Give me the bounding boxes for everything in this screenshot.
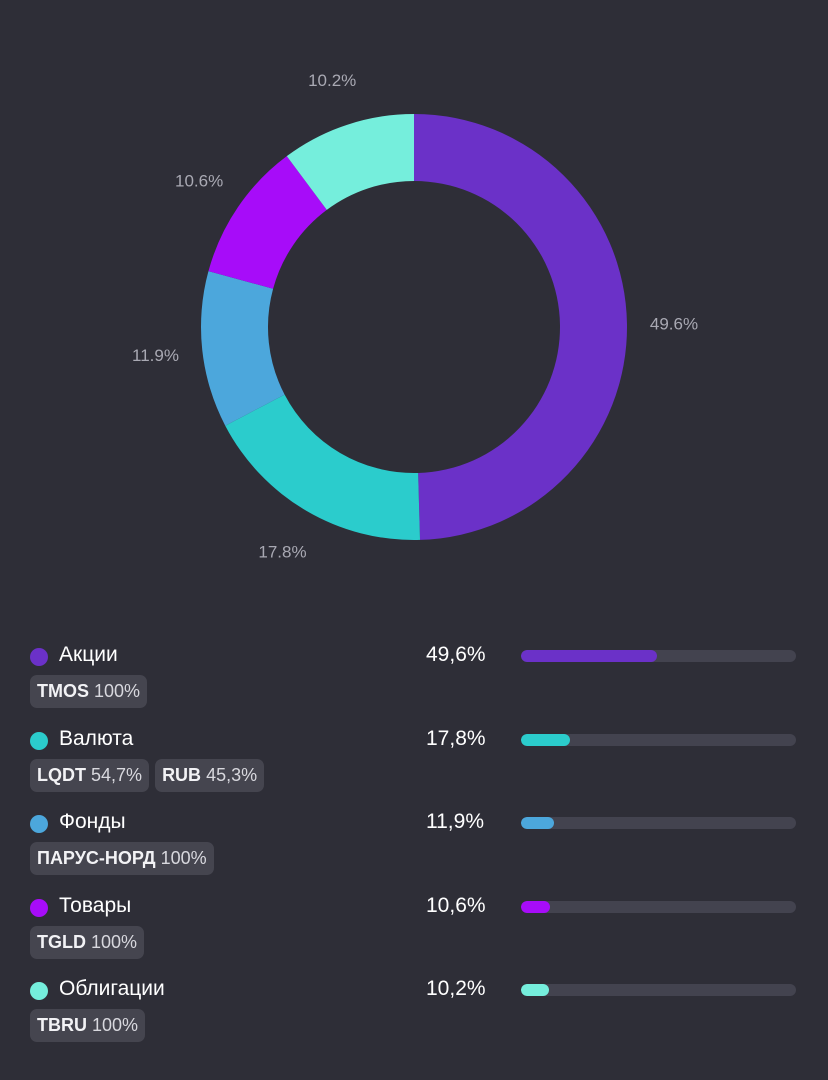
slice-label: 10.2%	[308, 71, 356, 90]
asset-ticker: ПАРУС-НОРД	[37, 848, 156, 868]
allocation-legend: Акции 49,6% TMOS 100% Валюта 17,8% LQDT 54,7%…	[30, 640, 796, 1058]
category-color-dot	[30, 731, 48, 750]
donut-slice-2[interactable]	[225, 394, 421, 540]
category-percent: 10,6%	[426, 893, 486, 917]
asset-tag[interactable]: RUB 45,3%	[155, 758, 265, 792]
category-color-dot	[30, 898, 48, 917]
asset-tags: ПАРУС-НОРД 100%	[30, 842, 214, 875]
category-color-dot	[30, 982, 48, 1000]
category-name: Фонды	[59, 810, 126, 833]
donut-slice-3[interactable]	[200, 271, 285, 426]
asset-ticker: TGLD	[37, 931, 86, 952]
asset-ticker: TMOS	[37, 681, 89, 701]
legend-row[interactable]: Товары 10,6% TGLD 100%	[30, 891, 796, 975]
asset-share: 100%	[160, 848, 207, 868]
asset-tag[interactable]: TGLD 100%	[30, 925, 145, 959]
asset-tag[interactable]: TMOS 100%	[30, 675, 148, 708]
category-progress-bar	[521, 817, 796, 829]
asset-tags: TBRU 100%	[30, 1009, 146, 1042]
asset-share: 100%	[91, 931, 138, 952]
donut-slice-4[interactable]	[208, 156, 327, 289]
category-name: Валюта	[59, 726, 134, 750]
asset-ticker: TBRU	[37, 1015, 87, 1035]
asset-ticker: LQDT	[37, 764, 86, 785]
asset-tags: LQDT 54,7% RUB 45,3%	[30, 758, 265, 792]
category-progress-bar	[521, 984, 796, 996]
category-name: Облигации	[59, 977, 165, 1000]
donut-svg: 49.6% 17.8% 11.9% 10.6% 10.2%	[132, 71, 698, 561]
category-color-dot	[30, 815, 48, 833]
category-percent: 11,9%	[426, 810, 484, 833]
donut-slice-1[interactable]	[414, 114, 628, 540]
category-percent: 10,2%	[426, 977, 486, 1000]
category-progress-fill	[521, 900, 551, 913]
legend-row[interactable]: Акции 49,6% TMOS 100%	[30, 640, 796, 724]
asset-tag[interactable]: TBRU 100%	[30, 1009, 146, 1042]
category-name: Товары	[59, 893, 132, 917]
category-progress-fill	[521, 984, 550, 996]
asset-tag[interactable]: LQDT 54,7%	[30, 758, 150, 792]
asset-share: 54,7%	[91, 764, 143, 785]
asset-tags: TMOS 100%	[30, 675, 148, 708]
slice-label: 49.6%	[650, 314, 698, 333]
legend-row[interactable]: Облигации 10,2% TBRU 100%	[30, 974, 796, 1058]
donut-slice-5[interactable]	[286, 114, 414, 210]
asset-tags: TGLD 100%	[30, 925, 145, 959]
category-progress-bar	[521, 733, 796, 746]
asset-share: 45,3%	[206, 764, 258, 785]
category-percent: 17,8%	[426, 726, 486, 750]
slice-label: 11.9%	[132, 346, 179, 365]
category-progress-fill	[521, 650, 658, 662]
category-color-dot	[30, 648, 48, 666]
legend-row[interactable]: Фонды 11,9% ПАРУС-НОРД 100%	[30, 807, 796, 891]
slice-label: 17.8%	[258, 542, 306, 561]
category-percent: 49,6%	[426, 643, 486, 666]
category-progress-fill	[521, 733, 570, 746]
asset-share: 100%	[94, 681, 141, 701]
category-name: Акции	[59, 643, 118, 666]
category-progress-bar	[521, 650, 796, 662]
category-progress-fill	[521, 817, 554, 829]
asset-share: 100%	[92, 1015, 139, 1035]
legend-row[interactable]: Валюта 17,8% LQDT 54,7% RUB 45,3%	[30, 724, 796, 808]
slice-label: 10.6%	[175, 172, 223, 191]
asset-ticker: RUB	[162, 764, 202, 785]
allocation-donut-chart: 49.6% 17.8% 11.9% 10.6% 10.2%	[132, 71, 698, 561]
category-progress-bar	[521, 900, 796, 913]
asset-tag[interactable]: ПАРУС-НОРД 100%	[30, 842, 214, 875]
